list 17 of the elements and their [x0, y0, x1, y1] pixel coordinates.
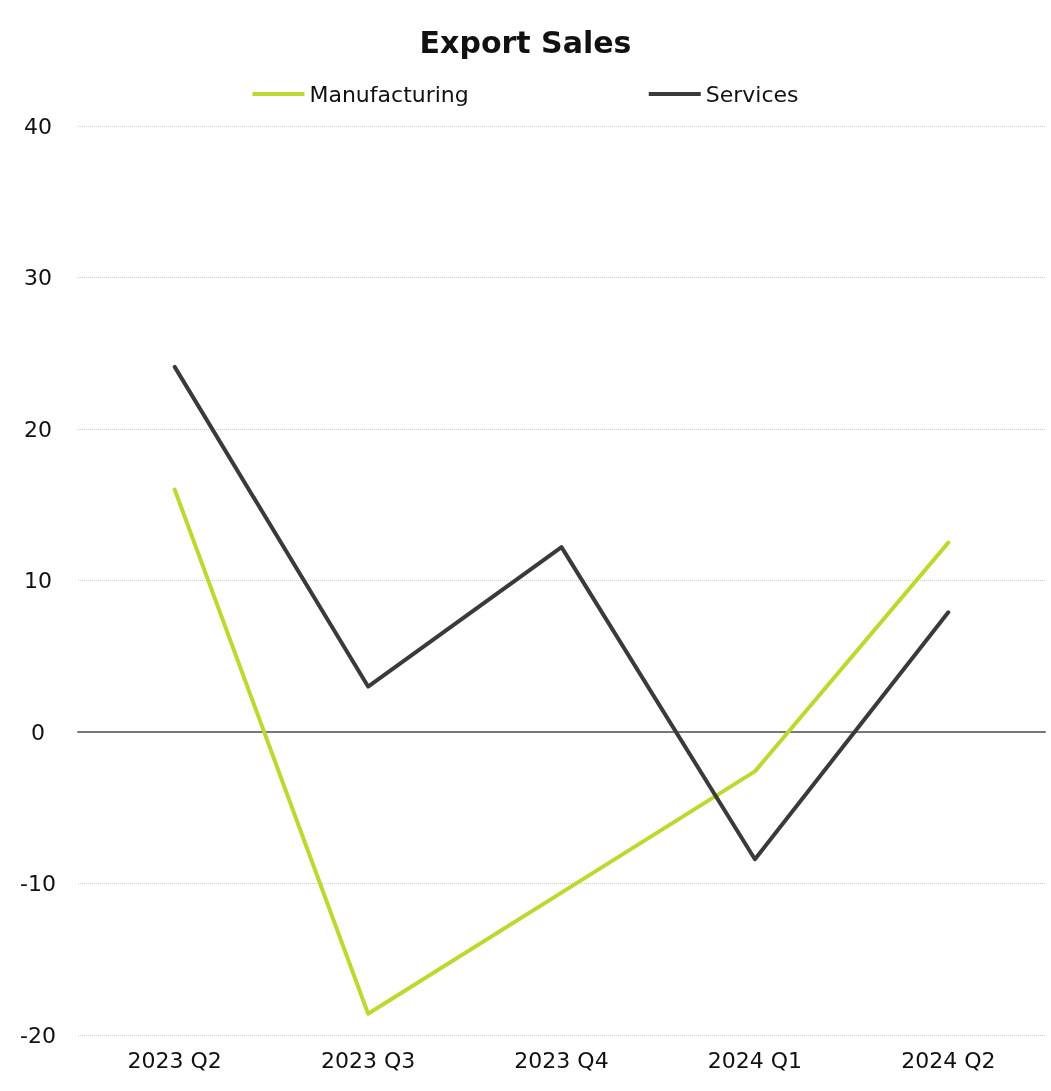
x-tick-label: 2023 Q2 [127, 1047, 222, 1073]
x-tick-label: 2024 Q2 [901, 1047, 996, 1073]
x-tick-label: 2024 Q1 [707, 1047, 803, 1073]
legend-label: Manufacturing [309, 81, 469, 107]
y-tick-label: -20 [20, 1022, 56, 1048]
y-tick-label: 30 [24, 265, 52, 290]
line-series [172, 364, 951, 862]
x-tick-label: 2023 Q4 [514, 1047, 609, 1073]
legend-label: Services [705, 81, 799, 107]
y-tick-label: 0 [31, 719, 45, 745]
x-tick-label: 2023 Q3 [320, 1047, 416, 1073]
y-tick-label: 20 [24, 416, 52, 442]
y-tick-label: 40 [24, 113, 52, 139]
line-series [172, 487, 951, 1016]
y-tick-label: -10 [20, 871, 56, 896]
y-tick-label: 10 [24, 568, 52, 593]
chart-title: Export Sales [419, 24, 632, 60]
